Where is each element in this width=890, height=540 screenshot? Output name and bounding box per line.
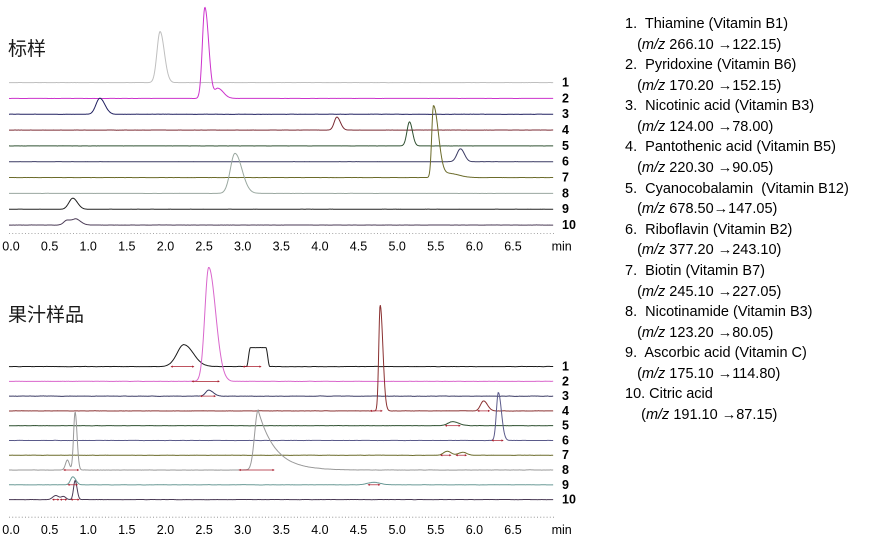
svg-text:2: 2 — [562, 374, 569, 388]
svg-text:4.0: 4.0 — [311, 523, 328, 537]
svg-text:5: 5 — [562, 419, 569, 433]
svg-text:5.0: 5.0 — [389, 240, 406, 254]
svg-text:8: 8 — [562, 186, 569, 200]
svg-text:3: 3 — [562, 389, 569, 403]
svg-text:4.0: 4.0 — [311, 240, 328, 254]
svg-text:4: 4 — [562, 404, 569, 418]
svg-text:6: 6 — [562, 434, 569, 448]
svg-text:3: 3 — [562, 107, 569, 121]
svg-text:5.0: 5.0 — [389, 523, 406, 537]
svg-text:0.0: 0.0 — [2, 240, 19, 254]
svg-text:1.0: 1.0 — [80, 523, 97, 537]
svg-text:4.5: 4.5 — [350, 240, 367, 254]
svg-text:2.5: 2.5 — [195, 523, 212, 537]
svg-text:0.5: 0.5 — [41, 240, 58, 254]
svg-text:5.5: 5.5 — [427, 523, 444, 537]
svg-text:7: 7 — [562, 171, 569, 185]
svg-text:6.0: 6.0 — [466, 240, 483, 254]
svg-text:1: 1 — [562, 76, 569, 90]
svg-text:min: min — [552, 523, 572, 537]
svg-text:6.5: 6.5 — [504, 523, 521, 537]
svg-text:7: 7 — [562, 448, 569, 462]
svg-text:0.5: 0.5 — [41, 523, 58, 537]
svg-text:3.0: 3.0 — [234, 240, 251, 254]
svg-text:3.5: 3.5 — [273, 240, 290, 254]
svg-text:3.0: 3.0 — [234, 523, 251, 537]
svg-text:1: 1 — [562, 360, 569, 374]
svg-text:min: min — [552, 240, 572, 254]
svg-text:5.5: 5.5 — [427, 240, 444, 254]
svg-text:6.0: 6.0 — [466, 523, 483, 537]
svg-text:6.5: 6.5 — [504, 240, 521, 254]
svg-text:4.5: 4.5 — [350, 523, 367, 537]
svg-text:10: 10 — [562, 493, 576, 507]
svg-text:2.5: 2.5 — [195, 240, 212, 254]
svg-text:1.0: 1.0 — [80, 240, 97, 254]
svg-text:6: 6 — [562, 155, 569, 169]
svg-text:1.5: 1.5 — [118, 240, 135, 254]
svg-text:5: 5 — [562, 139, 569, 153]
svg-text:2.0: 2.0 — [157, 523, 174, 537]
svg-text:9: 9 — [562, 478, 569, 492]
svg-text:0.0: 0.0 — [2, 523, 19, 537]
svg-text:9: 9 — [562, 202, 569, 216]
svg-text:10: 10 — [562, 218, 576, 232]
svg-text:3.5: 3.5 — [273, 523, 290, 537]
svg-text:1.5: 1.5 — [118, 523, 135, 537]
svg-text:2.0: 2.0 — [157, 240, 174, 254]
svg-text:8: 8 — [562, 463, 569, 477]
svg-text:2: 2 — [562, 91, 569, 105]
svg-text:4: 4 — [562, 123, 569, 137]
